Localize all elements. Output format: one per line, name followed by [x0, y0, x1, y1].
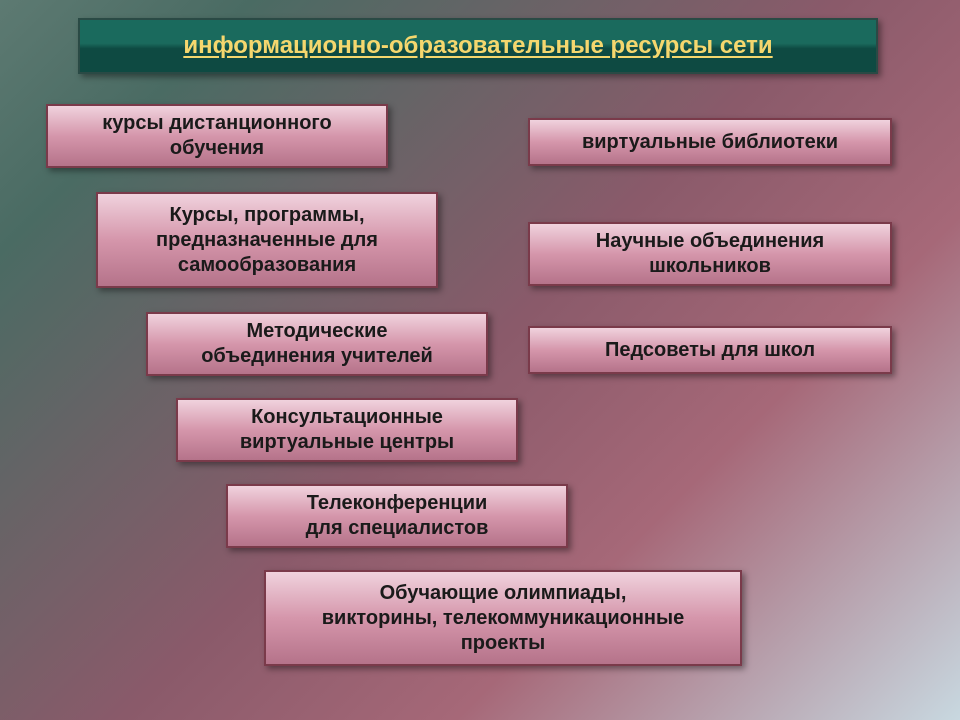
box-student-associations: Научные объединения школьников: [528, 222, 892, 286]
box-olympiads: Обучающие олимпиады, викторины, телекомм…: [264, 570, 742, 666]
title-box: информационно-образовательные ресурсы се…: [78, 18, 878, 74]
box-label: Методические объединения учителей: [201, 319, 433, 369]
box-label: виртуальные библиотеки: [582, 130, 838, 155]
box-teachers-associations: Методические объединения учителей: [146, 312, 488, 376]
box-school-councils: Педсоветы для школ: [528, 326, 892, 374]
box-distance-courses: курсы дистанционного обучения: [46, 104, 388, 168]
box-teleconferences: Телеконференции для специалистов: [226, 484, 568, 548]
box-virtual-libraries: виртуальные библиотеки: [528, 118, 892, 166]
title-text: информационно-образовательные ресурсы се…: [183, 32, 772, 60]
box-label: Консультационные виртуальные центры: [240, 405, 454, 455]
box-label: Курсы, программы, предназначенные для са…: [156, 203, 378, 278]
box-label: курсы дистанционного обучения: [102, 111, 331, 161]
box-label: Педсоветы для школ: [605, 338, 815, 363]
box-label: Телеконференции для специалистов: [306, 491, 489, 541]
box-self-education: Курсы, программы, предназначенные для са…: [96, 192, 438, 288]
box-label: Обучающие олимпиады, викторины, телекомм…: [322, 581, 684, 656]
box-consulting-centers: Консультационные виртуальные центры: [176, 398, 518, 462]
box-label: Научные объединения школьников: [596, 229, 824, 279]
